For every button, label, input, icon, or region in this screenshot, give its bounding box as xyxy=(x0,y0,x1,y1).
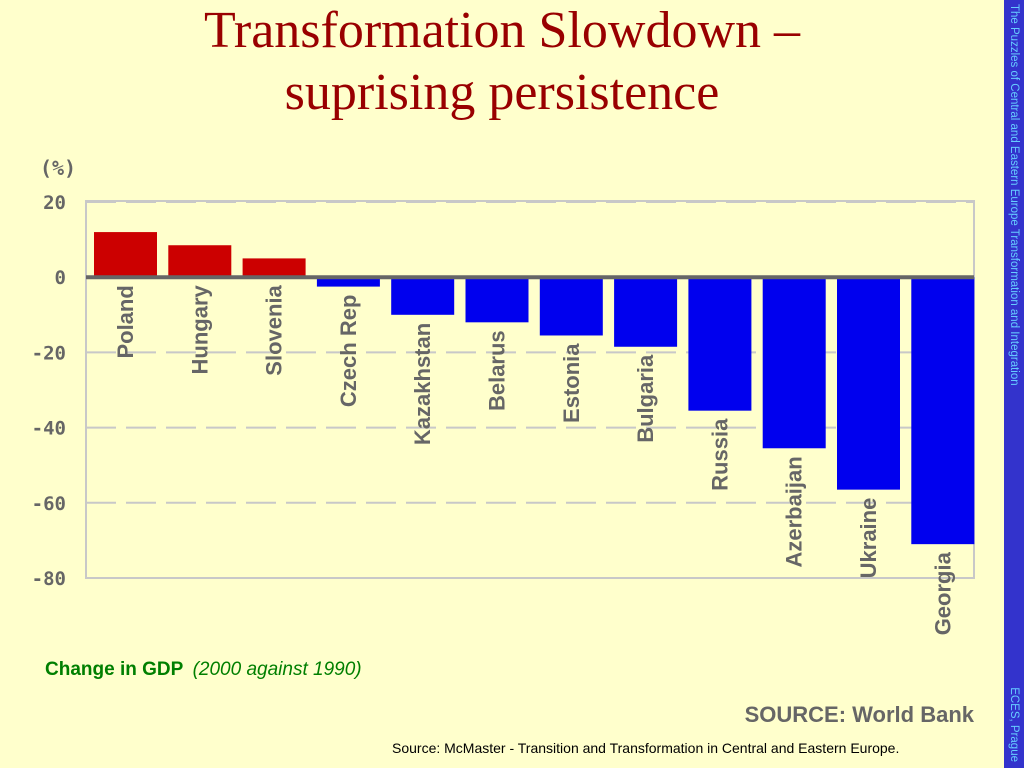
category-label: Georgia xyxy=(930,551,955,635)
y-tick-label: -20 xyxy=(32,342,66,364)
gdp-chart: (%) 20 0 -20 -40 -60 -80 Poland Hungary Slovenia C… xyxy=(0,140,1004,730)
category-label: Belarus xyxy=(485,330,510,411)
bar xyxy=(539,277,603,336)
slide-title: Transformation Slowdown – suprising pers… xyxy=(0,0,1004,124)
bar xyxy=(168,245,232,278)
y-tick-label: 20 xyxy=(43,192,66,214)
category-label: Kazakhstan xyxy=(410,323,435,445)
y-tick-label: -80 xyxy=(32,568,66,590)
bar xyxy=(762,277,826,449)
title-line-1: Transformation Slowdown – xyxy=(203,2,801,59)
bar xyxy=(911,277,975,545)
category-label: Poland xyxy=(113,285,138,358)
category-label: Czech Rep xyxy=(336,295,361,407)
bar xyxy=(391,277,455,315)
title-line-2: suprising persistence xyxy=(284,64,720,121)
bar xyxy=(94,232,157,278)
caption-note: (2000 against 1990) xyxy=(192,659,362,680)
chart-canvas: (%) 20 0 -20 -40 -60 -80 Poland Hungary Slovenia C… xyxy=(32,156,975,727)
bar xyxy=(465,277,529,323)
category-label: Bulgaria xyxy=(633,354,658,443)
bar xyxy=(837,277,900,490)
bar xyxy=(614,277,678,347)
caption-label: Change in GDP xyxy=(45,659,184,680)
sidebar-text: The Puzzles of Central and Eastern Europ… xyxy=(1004,0,1024,768)
chart-source-label: SOURCE: World Bank xyxy=(745,702,975,727)
sidebar-course-title: The Puzzles of Central and Eastern Europ… xyxy=(1008,4,1020,386)
sidebar-institution: ECES, Prague xyxy=(1008,687,1020,762)
bar xyxy=(688,277,752,411)
sidebar-banner: The Puzzles of Central and Eastern Europ… xyxy=(1004,0,1024,768)
category-label: Azerbaijan xyxy=(782,456,807,567)
y-unit-label: (%) xyxy=(40,156,76,180)
category-label: Russia xyxy=(707,418,732,491)
y-tick-label: 0 xyxy=(55,267,66,289)
category-label: Estonia xyxy=(559,343,584,423)
footer-source: Source: McMaster - Transition and Transf… xyxy=(392,740,900,756)
chart-caption: Change in GDP (2000 against 1990) xyxy=(45,659,362,681)
y-tick-label: -60 xyxy=(32,493,66,515)
category-label: Ukraine xyxy=(856,498,881,579)
category-label: Slovenia xyxy=(262,284,287,375)
bar xyxy=(242,258,306,278)
y-tick-label: -40 xyxy=(32,418,66,440)
category-label: Hungary xyxy=(187,284,212,374)
bar xyxy=(316,277,380,287)
